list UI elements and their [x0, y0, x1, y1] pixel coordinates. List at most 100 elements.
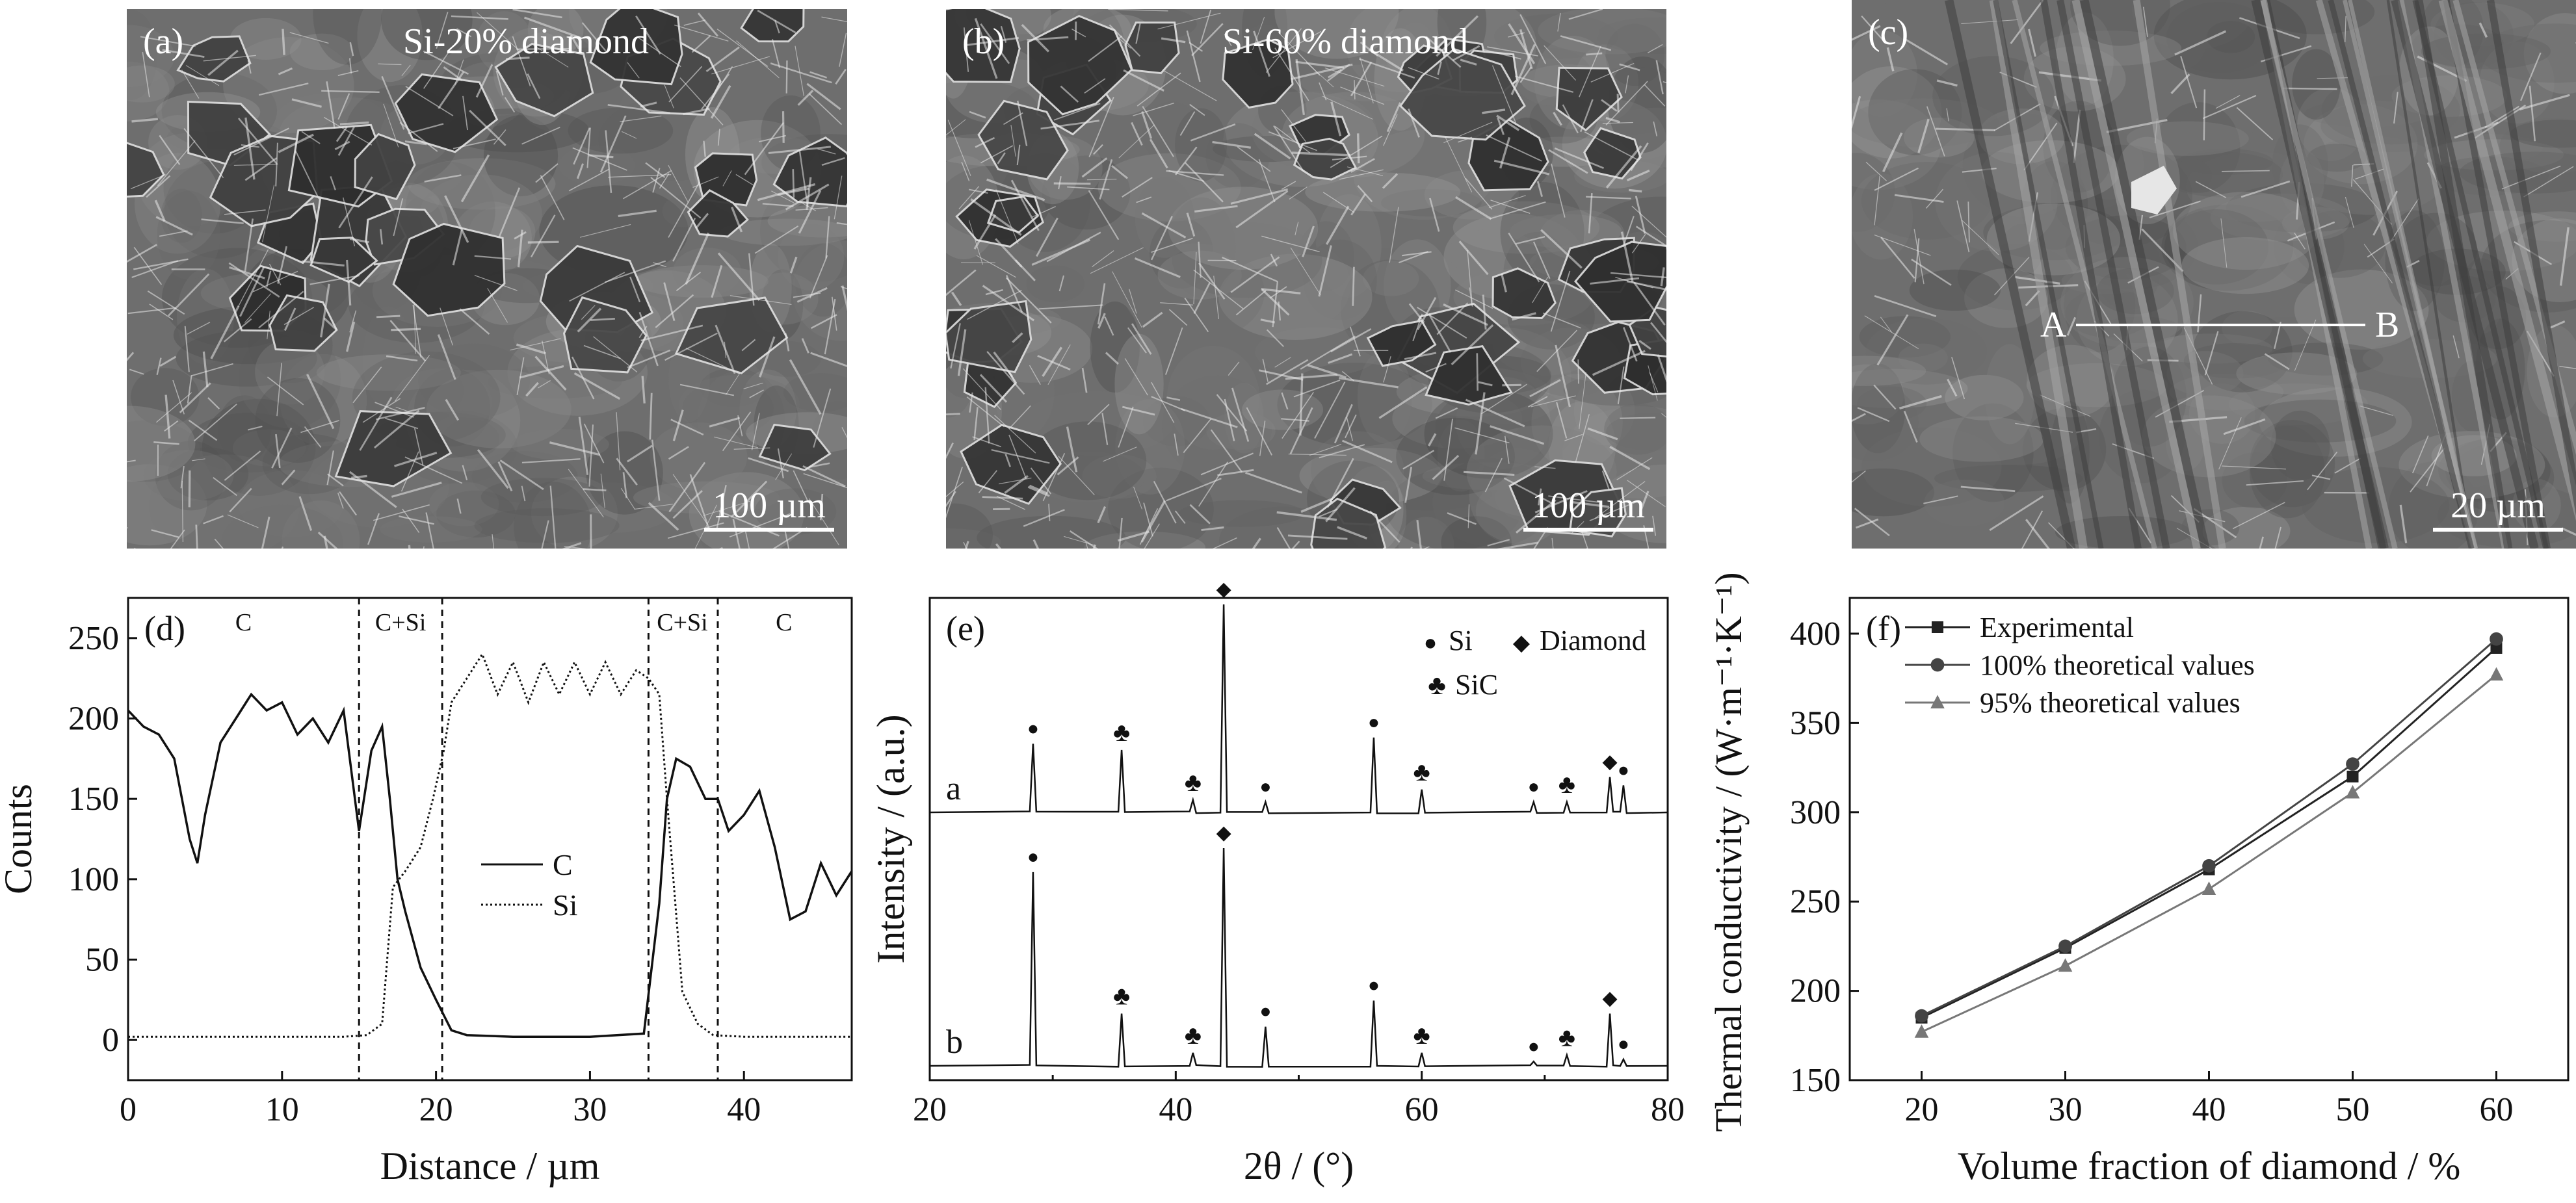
- fracture-ridge: [1503, 477, 1555, 505]
- sem-texture: [1852, 468, 1935, 517]
- fracture-ridge: [979, 374, 1008, 403]
- fracture-ridge: [754, 226, 799, 254]
- fracture-ridge: [651, 439, 661, 501]
- peak-marker-diamond: ◆: [1216, 822, 1231, 844]
- y-tick-label-d: 200: [68, 701, 119, 738]
- fracture-ridge: [1272, 281, 1279, 328]
- fracture-ridge: [1111, 164, 1129, 179]
- fracture-ridge: [1097, 313, 1106, 329]
- fracture-ridge: [2066, 317, 2077, 336]
- sem-texture: [2236, 352, 2358, 395]
- fracture-ridge: [806, 83, 841, 110]
- fracture-ridge: [180, 465, 185, 489]
- sem-texture: [2148, 333, 2273, 364]
- fracture-ridge: [1467, 250, 1473, 307]
- fracture-ridge: [394, 355, 430, 402]
- fracture-ridge: [1873, 384, 1897, 410]
- fracture-ridge: [1586, 196, 1631, 200]
- fracture-ridge: [1575, 414, 1590, 463]
- fracture-ridge: [2523, 166, 2574, 198]
- fracture-ridge: [1108, 9, 1168, 12]
- fracture-ridge: [2223, 418, 2266, 435]
- sem-texture: [157, 190, 220, 280]
- series-line-f: [1921, 674, 2497, 1033]
- fracture-ridge: [946, 269, 977, 296]
- fracture-ridge: [679, 383, 735, 396]
- sem-texture: [1852, 356, 1926, 386]
- y-axis-label-e: Intensity / (a.u.): [871, 714, 912, 963]
- fracture-ridge: [1601, 99, 1618, 112]
- cleavage-stripe: [2348, 0, 2476, 549]
- fracture-ridge: [210, 305, 240, 359]
- fracture-ridge: [1584, 131, 1638, 161]
- sem-texture: [2222, 311, 2272, 345]
- fracture-ridge: [1478, 381, 1493, 387]
- fracture-ridge: [645, 162, 666, 178]
- fracture-ridge: [1350, 193, 1366, 216]
- fracture-ridge: [266, 270, 272, 287]
- data-point-circle: [1915, 1009, 1928, 1023]
- fracture-ridge: [474, 255, 512, 260]
- fracture-ridge: [2010, 0, 2044, 44]
- fracture-ridge: [710, 84, 731, 119]
- fracture-ridge: [578, 417, 589, 475]
- fracture-ridge: [2259, 536, 2264, 549]
- fracture-ridge: [757, 9, 796, 34]
- diamond-grain: [127, 142, 165, 198]
- fracture-ridge: [817, 148, 836, 155]
- chart-f: 20 30 40 50 60 150 200 250 300 350 400 Volume fract…: [1707, 572, 2569, 1187]
- fracture-ridge: [819, 493, 824, 521]
- fracture-ridge: [1864, 315, 1919, 350]
- region-label: C: [235, 609, 252, 636]
- fracture-ridge: [1554, 147, 1605, 169]
- fracture-ridge: [1200, 9, 1212, 44]
- fracture-ridge: [946, 119, 966, 136]
- sem-texture: [1142, 396, 1210, 446]
- x-tick-label-d: 20: [419, 1091, 453, 1128]
- fracture-ridge: [1291, 540, 1300, 549]
- fracture-ridge: [809, 498, 839, 545]
- sem-texture: [1531, 374, 1623, 471]
- cleavage-stripe: [1993, 0, 2104, 549]
- fracture-ridge: [1071, 28, 1086, 38]
- fracture-ridge: [1038, 304, 1103, 310]
- fracture-ridge: [258, 291, 304, 329]
- y-tick-label-f: 400: [1790, 615, 1841, 653]
- fracture-ridge: [834, 175, 843, 220]
- fracture-ridge: [572, 147, 627, 171]
- fracture-ridge: [1555, 344, 1571, 407]
- fracture-ridge: [1295, 222, 1299, 236]
- fracture-ridge: [2180, 56, 2198, 109]
- fracture-ridge: [1357, 185, 1373, 203]
- fracture-ridge: [1046, 231, 1101, 263]
- fracture-ridge: [2204, 331, 2219, 376]
- fracture-ridge: [668, 164, 689, 203]
- fracture-ridge: [195, 524, 198, 549]
- fracture-ridge: [1429, 198, 1440, 232]
- data-point-circle: [2346, 757, 2359, 771]
- fracture-ridge: [1104, 317, 1114, 336]
- sem-texture: [1964, 268, 2049, 328]
- diamond-grain: [1574, 240, 1666, 323]
- data-point-circle: [2202, 859, 2216, 873]
- fracture-ridge: [1638, 339, 1651, 350]
- fracture-ridge: [1330, 135, 1383, 168]
- fracture-ridge: [1189, 42, 1203, 52]
- sem-texture: [127, 406, 196, 482]
- fracture-ridge: [1276, 526, 1291, 549]
- fracture-ridge: [214, 538, 224, 549]
- fracture-ridge: [784, 333, 790, 352]
- fracture-ridge: [499, 459, 544, 491]
- fracture-ridge: [373, 409, 420, 449]
- fracture-ridge: [1436, 15, 1479, 57]
- fracture-ridge: [187, 322, 211, 335]
- fracture-ridge: [744, 528, 750, 549]
- sem-texture: [1608, 56, 1666, 153]
- sem-texture: [202, 398, 316, 496]
- fracture-ridge: [451, 15, 508, 20]
- fracture-ridge: [2023, 122, 2058, 171]
- sem-texture: [795, 243, 847, 317]
- fracture-ridge: [1626, 169, 1650, 181]
- sem-texture: [1447, 229, 1538, 278]
- fracture-ridge: [1272, 31, 1322, 58]
